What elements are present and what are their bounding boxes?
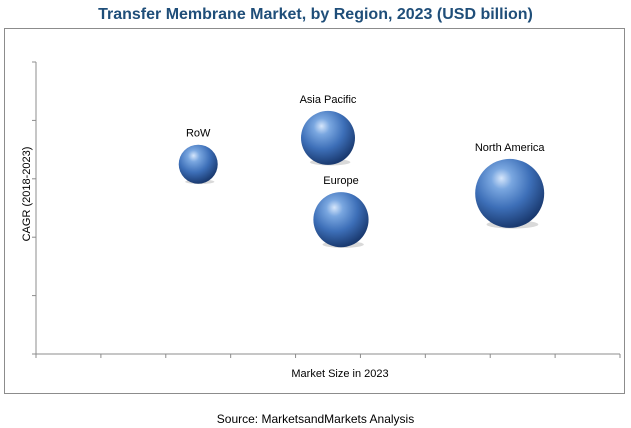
bubble-label: Europe	[323, 175, 358, 187]
bubble-row	[178, 144, 218, 184]
source-note: Source: MarketsandMarkets Analysis	[216, 412, 415, 426]
bubble-label: Asia Pacific	[300, 94, 357, 106]
y-axis-ticks	[32, 61, 36, 355]
chart-frame	[4, 28, 625, 394]
bubble-europe	[313, 192, 369, 248]
bubble-label: RoW	[186, 128, 211, 140]
y-axis-label: CAGR (2018-2023)	[21, 147, 33, 242]
bubble-label: North America	[475, 142, 546, 154]
chart-title: Transfer Membrane Market, by Region, 202…	[98, 6, 533, 23]
x-axis-ticks	[35, 354, 621, 358]
bubble-asia-pacific	[301, 110, 355, 165]
bubble-north-america	[475, 158, 545, 228]
x-axis-label: Market Size in 2023	[291, 368, 388, 380]
bubble-series: RoW Asia Pacific Europe North America	[178, 94, 546, 248]
